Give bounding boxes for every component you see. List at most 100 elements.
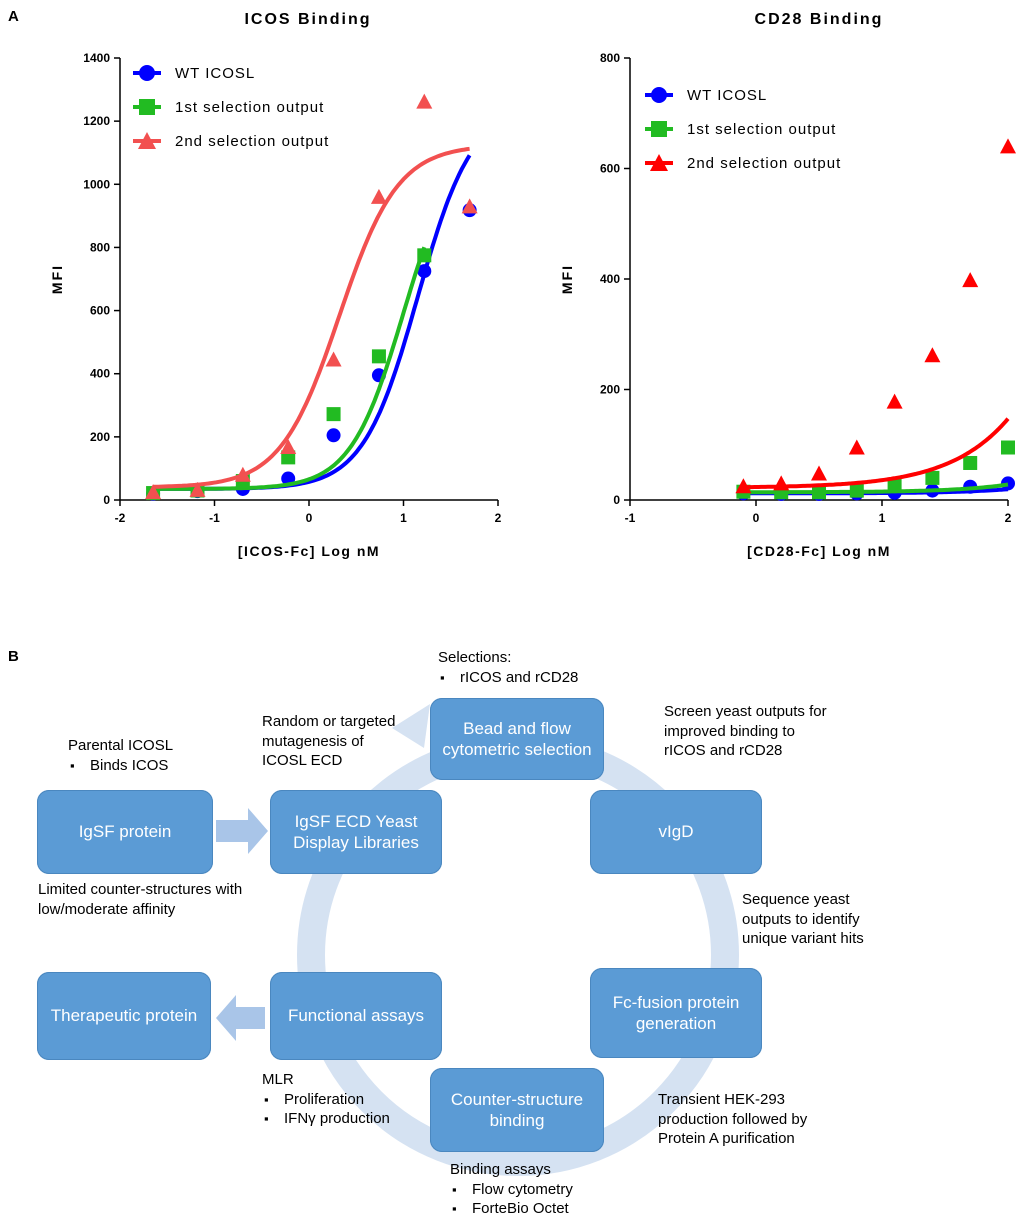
legend-marker (651, 121, 667, 137)
selections-item: rICOS and rCD28 (438, 668, 638, 688)
data-point (963, 455, 978, 470)
panel-b-workflow: B IgSF protein IgSF ECD Yeast Display Li… (0, 620, 1021, 1225)
mutagenesis-note: Random or targeted mutagenesis of ICOSL … (262, 713, 396, 769)
y-tick-label: 800 (600, 51, 620, 65)
limited-note: Limited counter-structures with low/mode… (38, 881, 243, 918)
parental-title: Parental ICOSL (68, 737, 174, 754)
fit-curve (153, 146, 470, 489)
data-point (370, 188, 387, 204)
counter-binding-box: Counter-structure binding (430, 1068, 604, 1152)
data-point (887, 478, 902, 493)
binding-item: Flow cytometry (450, 1180, 630, 1200)
data-point (773, 475, 790, 491)
x-tick-label: -1 (209, 511, 220, 525)
x-tick-label: 1 (400, 511, 407, 525)
y-tick-label: 400 (90, 367, 110, 381)
data-point (849, 483, 864, 498)
data-point (461, 198, 478, 214)
data-point (962, 272, 979, 288)
y-tick-label: 800 (90, 240, 110, 254)
data-point (145, 484, 162, 500)
panel-a-label: A (8, 8, 19, 25)
legend-label: WT ICOSL (175, 65, 255, 82)
data-point (848, 439, 865, 455)
series-0: WT ICOSL (645, 87, 1015, 501)
x-tick-label: -1 (625, 511, 636, 525)
mlr-note: MLR Proliferation IFNγ production (262, 1070, 442, 1129)
icos-binding-chart: ICOS Binding0200400600800100012001400-2-… (49, 11, 1016, 559)
x-tick-label: 2 (1005, 511, 1012, 525)
data-point (326, 428, 341, 443)
panel-a: A ICOS Binding 0 200 400 600 800 1000 1200 1400-… (0, 0, 1021, 600)
data-point (812, 485, 826, 500)
functional-assays-box: Functional assays (270, 972, 442, 1060)
y-axis-label: MFI (559, 264, 575, 294)
binding-item: ForteBio Octet (450, 1199, 630, 1219)
x-tick-label: 0 (753, 511, 760, 525)
data-point (1001, 440, 1015, 455)
y-tick-label: 600 (90, 304, 110, 318)
series-1: 1st selection output (133, 99, 432, 501)
y-tick-label: 0 (613, 493, 620, 507)
data-point (886, 393, 903, 409)
data-point (811, 465, 827, 481)
legend-label: WT ICOSL (687, 87, 767, 104)
data-point (371, 349, 386, 364)
data-point (325, 351, 342, 367)
binding-assays-note: Binding assays Flow cytometry ForteBio O… (450, 1160, 630, 1219)
chart-title: CD28 Binding (755, 11, 884, 28)
screen-note: Screen yeast outputs for improved bindin… (664, 703, 827, 759)
x-tick-label: -2 (115, 511, 126, 525)
legend-label: 1st selection output (175, 99, 324, 116)
yeast-display-box: IgSF ECD Yeast Display Libraries (270, 790, 442, 874)
sequence-note: Sequence yeast outputs to identify uniqu… (742, 891, 864, 947)
arrow-right-icon (216, 808, 268, 854)
y-tick-label: 600 (600, 162, 620, 176)
parental-item: Binds ICOS (68, 756, 248, 776)
y-tick-label: 1000 (83, 177, 110, 191)
cycle-arrowhead (392, 704, 430, 748)
y-tick-label: 400 (600, 272, 620, 286)
transient-note: Transient HEK-293 production followed by… (658, 1091, 808, 1147)
y-tick-label: 200 (600, 383, 620, 397)
data-point (234, 466, 251, 482)
binding-title: Binding assays (450, 1161, 551, 1178)
chart-0: ICOS Binding 0 200 400 600 800 1000 1200 1400 -2 -… (49, 11, 502, 559)
legend-marker (138, 132, 156, 149)
data-point (924, 347, 941, 363)
data-point (326, 407, 341, 422)
data-point (416, 93, 433, 109)
data-point (417, 248, 432, 263)
data-point (735, 478, 752, 494)
chart-title: ICOS Binding (244, 11, 371, 28)
data-point (280, 438, 297, 454)
x-tick-label: 0 (306, 511, 313, 525)
fc-fusion-box: Fc-fusion protein generation (590, 968, 762, 1058)
legend-label: 1st selection output (687, 121, 836, 138)
y-axis-label: MFI (49, 264, 65, 294)
vigd-box: vIgD (590, 790, 762, 874)
legend-marker (651, 87, 667, 103)
fit-curve (743, 417, 1010, 490)
y-tick-label: 200 (90, 430, 110, 444)
chart-1: CD28 Binding 0 200 400 600 800 -1 0 1 2 [CD28-Fc] … (559, 11, 1016, 559)
series-0: WT ICOSL (133, 65, 477, 501)
series-1: 1st selection output (645, 121, 1015, 500)
legend-marker (139, 65, 155, 81)
arrow-left-icon (216, 995, 265, 1041)
fit-curve (153, 154, 472, 491)
data-point (1000, 138, 1016, 154)
x-tick-label: 1 (879, 511, 886, 525)
mlr-title: MLR (262, 1071, 294, 1088)
data-point (417, 264, 432, 279)
panel-b-label: B (8, 648, 19, 665)
data-point (189, 481, 206, 497)
igsf-protein-box: IgSF protein (37, 790, 213, 874)
legend-label: 2nd selection output (175, 133, 329, 150)
legend-label: 2nd selection output (687, 155, 841, 172)
x-axis-label: [ICOS-Fc] Log nM (238, 543, 380, 559)
y-tick-label: 0 (103, 493, 110, 507)
mlr-item: IFNγ production (262, 1109, 442, 1129)
data-point (925, 470, 940, 485)
x-axis-label: [CD28-Fc] Log nM (747, 543, 891, 559)
